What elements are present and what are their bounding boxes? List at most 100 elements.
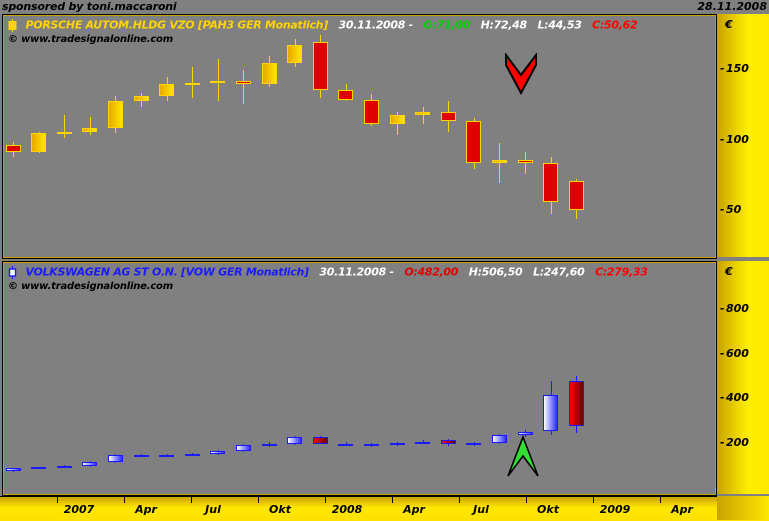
low-value-volkswagen: L:247,60 [533, 265, 585, 279]
time-axis-tick [660, 497, 661, 503]
high-value-porsche: H:72,48 [480, 18, 528, 32]
candlestick-icon [8, 18, 17, 32]
plot-area-porsche[interactable] [3, 15, 716, 258]
time-axis-tick [191, 497, 192, 503]
down-arrow-marker [503, 52, 539, 101]
candle-body [569, 380, 584, 426]
candle-body [492, 435, 507, 444]
candle-body [441, 440, 456, 445]
value-axis-tick: -150 [720, 62, 749, 76]
candle-body [569, 181, 584, 210]
value-axis-volkswagen[interactable]: € -200 -400 -600 -800 [717, 261, 769, 494]
candle-body [6, 468, 21, 471]
candle-body [518, 432, 533, 436]
candle-body [364, 99, 379, 124]
candle-wick [218, 58, 219, 102]
time-axis-tick [392, 497, 393, 503]
quote-date-volkswagen: 30.11.2008 - [319, 265, 394, 279]
value-axis-porsche[interactable]: € -50 -100 -150 [717, 14, 769, 257]
candle-body [466, 120, 481, 163]
open-value-volkswagen: O:482,00 [404, 265, 459, 279]
value-axis-tick: -600 [720, 346, 749, 360]
legend-volkswagen: VOLKSWAGEN AG ST O.N. [VOW GER Monatlich… [8, 265, 648, 279]
candle-body [390, 115, 405, 124]
candle-wick [64, 115, 65, 138]
low-value-porsche: L:44,53 [537, 18, 582, 32]
candle-body [543, 163, 558, 203]
candle-body [210, 450, 225, 455]
value-axis-tick: -100 [720, 132, 749, 146]
candle-body [338, 89, 353, 100]
candle-wick [499, 143, 500, 183]
value-axis-tick: -200 [720, 435, 749, 449]
candle-wick [423, 106, 424, 124]
candle-body [185, 82, 200, 85]
candle-body [262, 444, 277, 447]
time-axis-tick [325, 497, 326, 503]
time-axis-tick [526, 497, 527, 503]
up-arrow-marker [506, 434, 540, 482]
candle-wick [397, 112, 398, 135]
candle-body [57, 466, 72, 469]
time-axis[interactable]: 2007 Apr Jul Okt 2008 Apr Jul Okt 2009 Apr [0, 496, 769, 521]
candle-body [108, 101, 123, 128]
candle-body [313, 437, 328, 444]
time-axis-tick [593, 497, 594, 503]
current-date: 28.11.2008 [697, 0, 767, 13]
candle-body [134, 95, 149, 102]
candle-body [31, 133, 46, 152]
candle-body [287, 44, 302, 64]
candle-wick [243, 70, 244, 104]
candle-body [31, 467, 46, 470]
candle-body [287, 437, 302, 445]
value-axis-tick: -50 [720, 202, 742, 216]
candle-body [390, 442, 405, 445]
chart-frame-volkswagen: VOLKSWAGEN AG ST O.N. [VOW GER Monatlich… [2, 261, 717, 496]
candlestick-icon [8, 265, 17, 279]
time-axis-label: Okt [269, 503, 291, 516]
candle-body [543, 394, 558, 432]
time-axis-label: Jul [473, 503, 489, 516]
time-axis-label: Jul [205, 503, 221, 516]
candle-body [338, 443, 353, 446]
candle-body [415, 112, 430, 116]
time-axis-label: Apr [135, 503, 157, 516]
plot-area-volkswagen[interactable] [3, 262, 716, 495]
high-value-volkswagen: H:506,50 [468, 265, 523, 279]
time-axis-label: 2007 [63, 503, 95, 516]
instrument-name-volkswagen: VOLKSWAGEN AG ST O.N. [VOW GER Monatlich… [25, 265, 310, 279]
instrument-name-porsche: PORSCHE AUTOM.HLDG VZO [PAH3 GER Monatli… [25, 18, 329, 32]
sponsor-bar: sponsored by toni.maccaroni 28.11.2008 [0, 0, 769, 14]
candle-body [492, 160, 507, 163]
close-value-volkswagen: C:279,33 [595, 265, 648, 279]
candle-body [134, 455, 149, 458]
candle-body [57, 132, 72, 135]
candle-body [82, 462, 97, 467]
time-axis-tick [258, 497, 259, 503]
candle-body [236, 445, 251, 451]
currency-label-volkswagen: € [725, 265, 733, 278]
candle-body [159, 84, 174, 96]
value-axis-tick: -800 [720, 302, 749, 316]
candle-body [313, 42, 328, 90]
chart-frame-porsche: PORSCHE AUTOM.HLDG VZO [PAH3 GER Monatli… [2, 14, 717, 259]
time-axis-label: 2008 [331, 503, 363, 516]
candle-wick [90, 116, 91, 135]
candle-wick [525, 151, 526, 175]
time-axis-label: Apr [403, 503, 425, 516]
candle-body [159, 455, 174, 458]
time-axis-label: Okt [537, 503, 559, 516]
candle-body [364, 443, 379, 446]
time-axis-label: 2009 [599, 503, 631, 516]
legend-porsche: PORSCHE AUTOM.HLDG VZO [PAH3 GER Monatli… [8, 18, 638, 32]
open-value-porsche: O:71,00 [423, 18, 471, 32]
watermark-url-porsche: © www.tradesignalonline.com [8, 34, 173, 45]
candle-body [236, 81, 251, 85]
time-axis-tick [459, 497, 460, 503]
currency-label-porsche: € [725, 18, 733, 31]
candle-body [415, 441, 430, 444]
candle-body [518, 160, 533, 163]
close-value-porsche: C:50,62 [592, 18, 638, 32]
candle-body [441, 112, 456, 121]
